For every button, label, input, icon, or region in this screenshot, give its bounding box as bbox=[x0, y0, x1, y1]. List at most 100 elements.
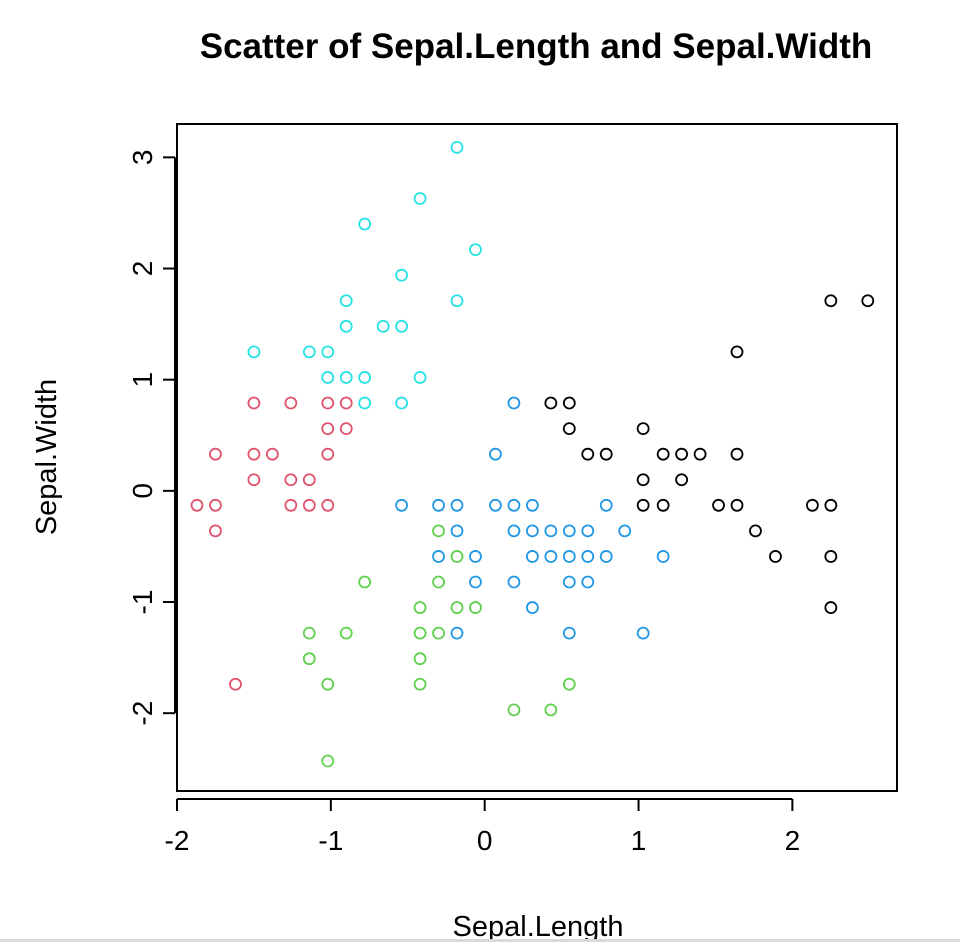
data-point bbox=[321, 447, 335, 461]
data-point bbox=[656, 550, 670, 563]
data-point bbox=[395, 319, 409, 333]
data-point bbox=[525, 498, 539, 512]
data-point bbox=[675, 473, 689, 487]
y-tick-label: -2 bbox=[127, 701, 158, 726]
plot-area bbox=[176, 123, 898, 792]
data-point bbox=[247, 396, 261, 410]
data-point bbox=[358, 575, 372, 589]
data-point bbox=[395, 498, 409, 512]
data-point bbox=[358, 371, 372, 384]
bottom-rule bbox=[0, 939, 960, 942]
data-point bbox=[395, 396, 409, 410]
y-axis-title: Sepal.Width bbox=[31, 379, 63, 535]
data-point bbox=[544, 396, 558, 410]
data-point bbox=[339, 371, 353, 384]
data-point bbox=[265, 447, 279, 461]
data-point bbox=[636, 498, 650, 512]
data-point bbox=[450, 498, 464, 512]
series-3 bbox=[395, 396, 670, 640]
data-point bbox=[413, 192, 427, 205]
data-point bbox=[562, 550, 576, 563]
data-point bbox=[730, 447, 744, 461]
data-point bbox=[284, 498, 298, 512]
data-point bbox=[413, 652, 427, 666]
data-point bbox=[581, 550, 595, 563]
data-point bbox=[805, 498, 819, 512]
data-point bbox=[302, 652, 316, 666]
data-point bbox=[339, 422, 353, 435]
data-point bbox=[581, 575, 595, 589]
x-tick-label: -1 bbox=[318, 825, 343, 856]
y-tick-label: 1 bbox=[127, 372, 158, 388]
data-point bbox=[507, 575, 521, 589]
data-point bbox=[321, 498, 335, 512]
y-tick-label: 3 bbox=[127, 150, 158, 166]
chart-title: Scatter of Sepal.Length and Sepal.Width bbox=[200, 27, 873, 66]
data-point bbox=[209, 498, 222, 512]
data-point bbox=[469, 243, 482, 257]
data-point bbox=[599, 447, 613, 461]
data-point bbox=[469, 601, 482, 614]
y-axis: -2 -1 0 1 2 3 bbox=[127, 150, 176, 726]
data-points bbox=[190, 140, 875, 768]
data-point bbox=[861, 294, 875, 308]
data-point bbox=[618, 524, 632, 538]
data-point bbox=[432, 626, 445, 640]
y-tick-label: 0 bbox=[127, 483, 158, 499]
data-point bbox=[190, 498, 204, 512]
data-point bbox=[302, 345, 316, 359]
data-point bbox=[413, 677, 427, 691]
data-point bbox=[507, 396, 521, 410]
x-tick-label: -2 bbox=[165, 825, 190, 856]
data-point bbox=[247, 473, 261, 487]
data-point bbox=[321, 677, 335, 691]
data-point bbox=[284, 396, 298, 410]
data-point bbox=[413, 626, 427, 640]
data-point bbox=[413, 601, 427, 614]
data-point bbox=[562, 677, 576, 691]
x-tick-label: 0 bbox=[477, 825, 493, 856]
data-point bbox=[358, 217, 372, 231]
data-point bbox=[712, 498, 725, 512]
data-point bbox=[769, 550, 782, 563]
data-point bbox=[749, 524, 762, 538]
data-point bbox=[489, 498, 502, 512]
x-axis: -2 -1 0 1 2 bbox=[165, 798, 801, 856]
data-point bbox=[339, 396, 353, 410]
data-point bbox=[247, 447, 261, 461]
data-point bbox=[284, 473, 298, 487]
data-point bbox=[656, 447, 670, 461]
data-point bbox=[599, 550, 613, 563]
series-2 bbox=[302, 524, 576, 768]
data-point bbox=[824, 498, 838, 512]
data-point bbox=[562, 524, 576, 538]
data-point bbox=[656, 498, 670, 512]
data-point bbox=[229, 677, 242, 691]
y-tick-label: -1 bbox=[127, 590, 158, 615]
data-point bbox=[525, 550, 539, 563]
data-point bbox=[450, 626, 464, 640]
y-tick-label: 2 bbox=[127, 261, 158, 277]
data-point bbox=[544, 550, 558, 563]
data-point bbox=[562, 575, 576, 589]
data-point bbox=[675, 447, 689, 461]
data-point bbox=[321, 345, 335, 359]
data-point bbox=[693, 447, 707, 461]
data-point bbox=[824, 294, 838, 308]
data-point bbox=[636, 626, 650, 640]
data-point bbox=[321, 396, 335, 410]
data-point bbox=[432, 524, 445, 538]
data-point bbox=[562, 626, 576, 640]
data-point bbox=[450, 601, 464, 614]
data-point bbox=[209, 524, 222, 538]
data-point bbox=[302, 498, 316, 512]
data-point bbox=[636, 473, 650, 487]
x-tick-label: 2 bbox=[785, 825, 801, 856]
series-5 bbox=[544, 294, 875, 614]
data-point bbox=[321, 754, 335, 768]
x-tick-label: 1 bbox=[631, 825, 647, 856]
data-point bbox=[730, 498, 744, 512]
data-point bbox=[432, 550, 445, 563]
data-point bbox=[247, 345, 261, 359]
